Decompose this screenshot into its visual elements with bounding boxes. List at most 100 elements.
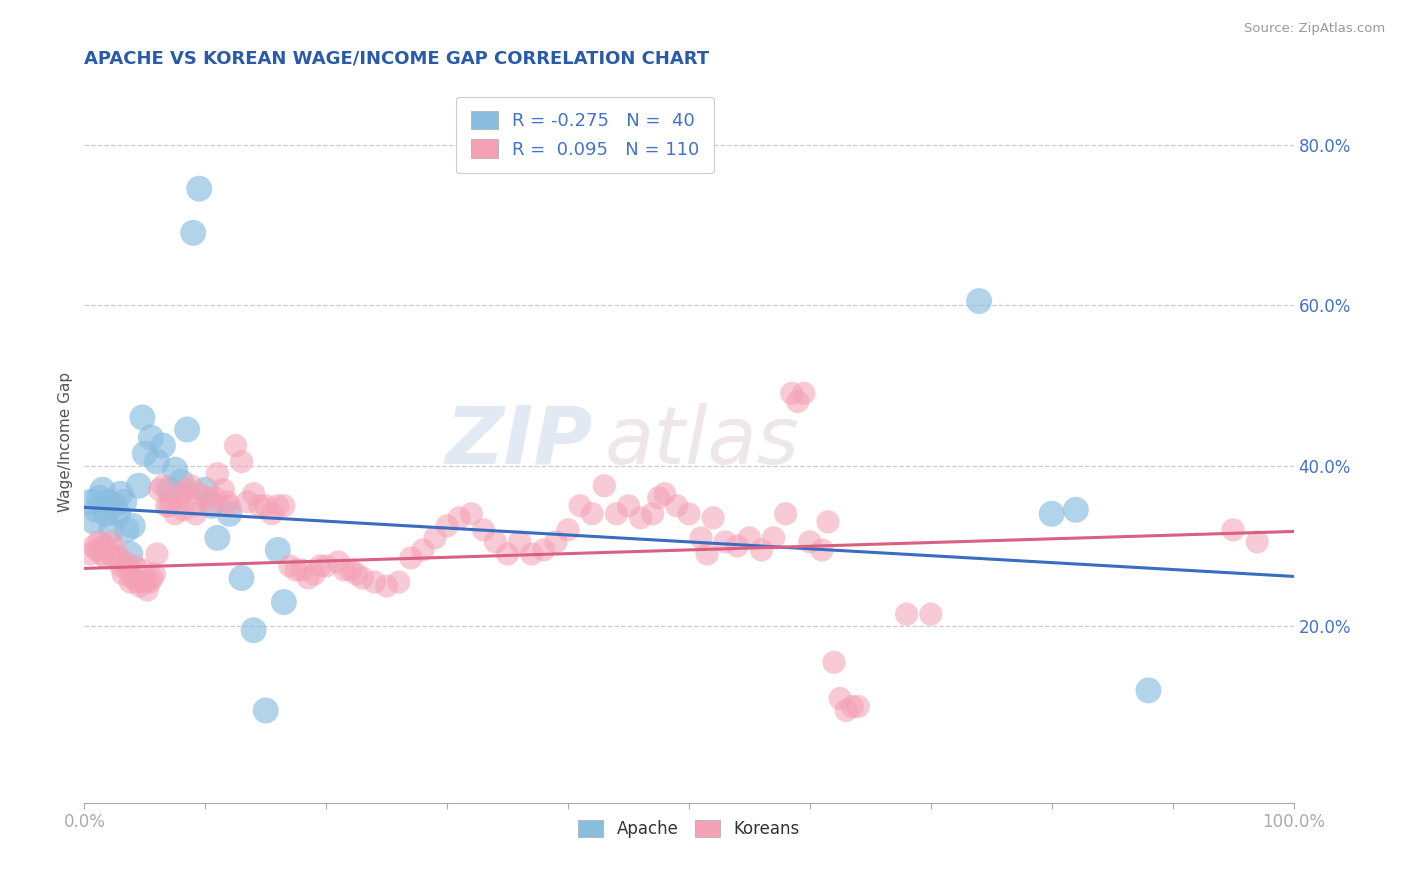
- Point: [267, 542, 290, 557]
- Point: [194, 491, 217, 505]
- Point: [207, 531, 229, 545]
- Point: [112, 494, 135, 508]
- Text: APACHE VS KOREAN WAGE/INCOME GAP CORRELATION CHART: APACHE VS KOREAN WAGE/INCOME GAP CORRELA…: [84, 50, 710, 68]
- Point: [146, 454, 169, 469]
- Point: [509, 534, 531, 549]
- Point: [309, 558, 332, 573]
- Point: [120, 574, 142, 589]
- Point: [1040, 507, 1063, 521]
- Point: [157, 483, 180, 497]
- Point: [115, 523, 138, 537]
- Point: [114, 555, 136, 569]
- Point: [472, 523, 495, 537]
- Point: [762, 531, 785, 545]
- Point: [131, 563, 153, 577]
- Point: [249, 499, 271, 513]
- Point: [110, 487, 132, 501]
- Point: [780, 386, 803, 401]
- Point: [107, 507, 129, 521]
- Point: [273, 499, 295, 513]
- Point: [148, 483, 170, 497]
- Point: [328, 555, 350, 569]
- Point: [173, 502, 195, 516]
- Point: [352, 571, 374, 585]
- Point: [641, 507, 664, 521]
- Point: [315, 558, 337, 573]
- Point: [139, 430, 162, 444]
- Point: [460, 507, 482, 521]
- Point: [302, 567, 325, 582]
- Point: [520, 547, 543, 561]
- Point: [103, 551, 125, 566]
- Point: [188, 181, 211, 195]
- Point: [155, 499, 177, 513]
- Point: [100, 523, 122, 537]
- Point: [138, 574, 160, 589]
- Point: [254, 703, 277, 717]
- Point: [1137, 683, 1160, 698]
- Point: [124, 558, 146, 573]
- Point: [449, 510, 471, 524]
- Point: [738, 531, 761, 545]
- Point: [160, 494, 183, 508]
- Point: [267, 499, 290, 513]
- Point: [830, 691, 852, 706]
- Point: [775, 507, 797, 521]
- Point: [714, 534, 737, 549]
- Point: [200, 499, 222, 513]
- Point: [751, 542, 773, 557]
- Point: [83, 515, 105, 529]
- Point: [91, 483, 114, 497]
- Point: [967, 293, 990, 308]
- Point: [97, 542, 120, 557]
- Point: [207, 467, 229, 481]
- Point: [143, 567, 166, 582]
- Point: [94, 551, 117, 566]
- Point: [87, 534, 110, 549]
- Point: [841, 699, 863, 714]
- Point: [112, 567, 135, 582]
- Point: [152, 438, 174, 452]
- Point: [176, 422, 198, 436]
- Point: [896, 607, 918, 621]
- Point: [388, 574, 411, 589]
- Text: atlas: atlas: [605, 402, 799, 481]
- Point: [79, 547, 101, 561]
- Point: [496, 547, 519, 561]
- Point: [121, 518, 143, 533]
- Point: [1246, 534, 1268, 549]
- Point: [194, 483, 217, 497]
- Point: [104, 499, 127, 513]
- Point: [104, 542, 127, 557]
- Point: [702, 510, 724, 524]
- Point: [423, 531, 446, 545]
- Point: [180, 478, 202, 492]
- Point: [920, 607, 942, 621]
- Point: [846, 699, 869, 714]
- Point: [146, 547, 169, 561]
- Y-axis label: Wage/Income Gap: Wage/Income Gap: [58, 371, 73, 512]
- Point: [152, 478, 174, 492]
- Point: [176, 483, 198, 497]
- Point: [181, 499, 204, 513]
- Point: [86, 542, 108, 557]
- Point: [817, 515, 839, 529]
- Point: [297, 571, 319, 585]
- Point: [121, 571, 143, 585]
- Point: [648, 491, 671, 505]
- Point: [120, 547, 142, 561]
- Point: [212, 483, 235, 497]
- Point: [1222, 523, 1244, 537]
- Point: [200, 494, 222, 508]
- Point: [617, 499, 640, 513]
- Point: [134, 574, 156, 589]
- Point: [260, 507, 283, 521]
- Point: [236, 494, 259, 508]
- Point: [346, 567, 368, 582]
- Point: [1064, 502, 1087, 516]
- Point: [835, 703, 858, 717]
- Legend: Apache, Koreans: Apache, Koreans: [572, 814, 806, 845]
- Point: [215, 494, 238, 508]
- Point: [544, 534, 567, 549]
- Point: [170, 475, 193, 489]
